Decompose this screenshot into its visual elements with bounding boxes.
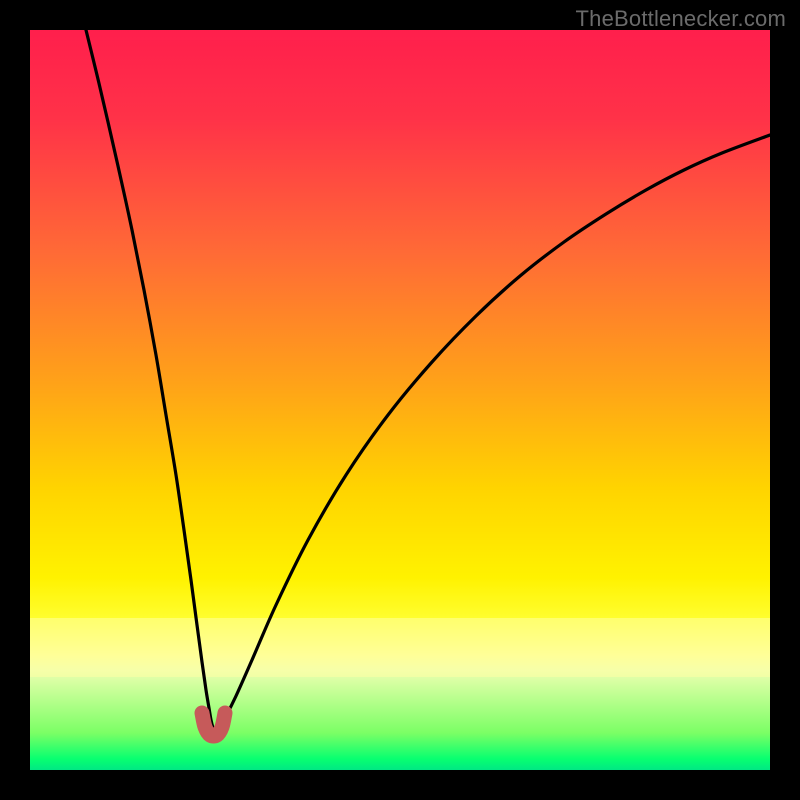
plot-area	[30, 30, 770, 770]
highlight-layer	[30, 30, 770, 770]
curve-minimum-highlight	[202, 713, 225, 736]
watermark-text: TheBottlenecker.com	[576, 6, 786, 32]
